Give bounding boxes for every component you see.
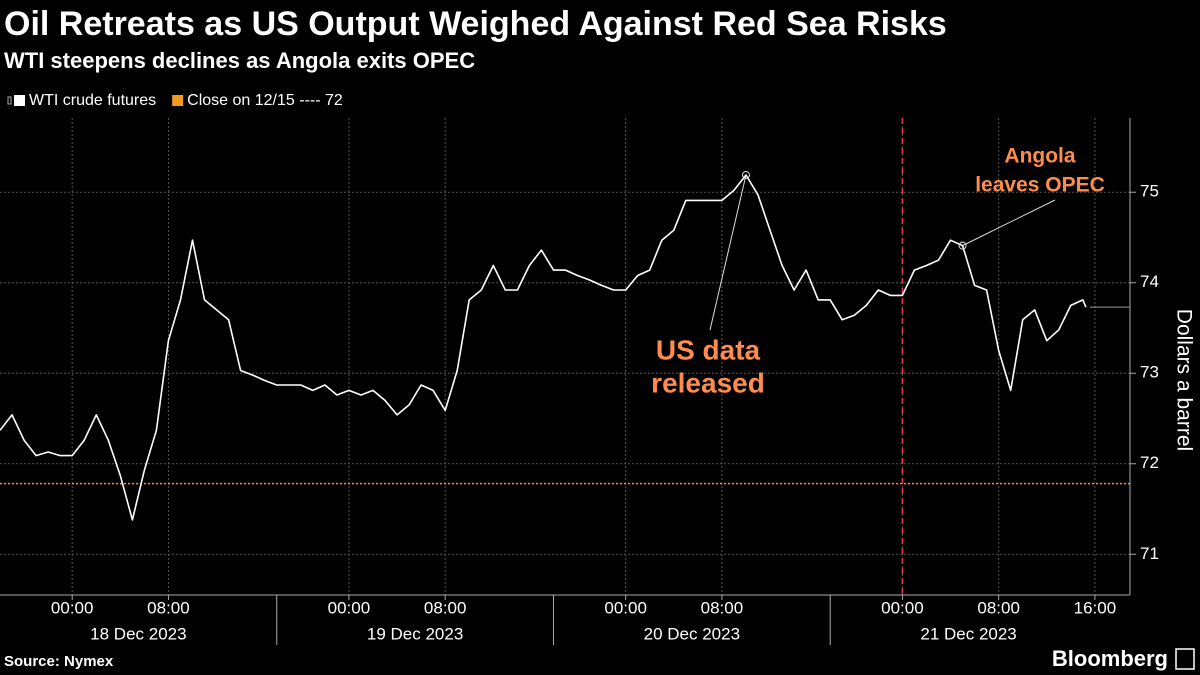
annotation-text: US data — [656, 334, 761, 365]
legend-label: WTI crude futures — [29, 92, 156, 109]
x-tick-label: 08:00 — [424, 598, 467, 617]
legend-label: Close on 12/15 ---- 72 — [187, 92, 343, 109]
y-tick-label: 72 — [1140, 453, 1159, 472]
source: Source: Nymex — [4, 653, 114, 670]
annotation-pointer — [709, 174, 747, 331]
x-tick-label: 00:00 — [604, 598, 647, 617]
chart-subtitle: WTI steepens declines as Angola exits OP… — [4, 48, 475, 73]
legend-icon — [7, 96, 12, 105]
x-tick-label: 08:00 — [977, 598, 1020, 617]
annotation-text: leaves OPEC — [975, 174, 1105, 197]
annotation-text: released — [651, 367, 765, 398]
date-label: 20 Dec 2023 — [644, 624, 740, 643]
y-tick-label: 74 — [1140, 272, 1159, 291]
date-label: 19 Dec 2023 — [367, 624, 463, 643]
y-tick-label: 73 — [1140, 363, 1159, 382]
legend-swatch — [172, 95, 184, 106]
x-tick-label: 00:00 — [328, 598, 371, 617]
brand-icon — [1175, 648, 1195, 670]
annotation-pointer — [962, 199, 1056, 247]
price-line — [0, 174, 1087, 521]
y-tick-label: 75 — [1140, 182, 1159, 201]
annotation-text: Angola — [1004, 145, 1075, 168]
y-axis-label: Dollars a barrel — [1172, 309, 1195, 451]
x-tick-label: 16:00 — [1074, 598, 1117, 617]
date-label: 21 Dec 2023 — [920, 624, 1016, 643]
chart-title: Oil Retreats as US Output Weighed Agains… — [4, 5, 947, 43]
legend-swatch — [14, 95, 25, 106]
annotation-point — [741, 171, 750, 180]
x-tick-label: 08:00 — [701, 598, 744, 617]
date-label: 18 Dec 2023 — [90, 624, 186, 643]
annotation-point — [958, 241, 967, 250]
brand: Bloomberg — [1052, 646, 1168, 671]
x-tick-label: 08:00 — [147, 598, 190, 617]
y-tick-label: 71 — [1140, 544, 1159, 563]
x-tick-label: 00:00 — [51, 598, 94, 617]
x-tick-label: 00:00 — [881, 598, 924, 617]
